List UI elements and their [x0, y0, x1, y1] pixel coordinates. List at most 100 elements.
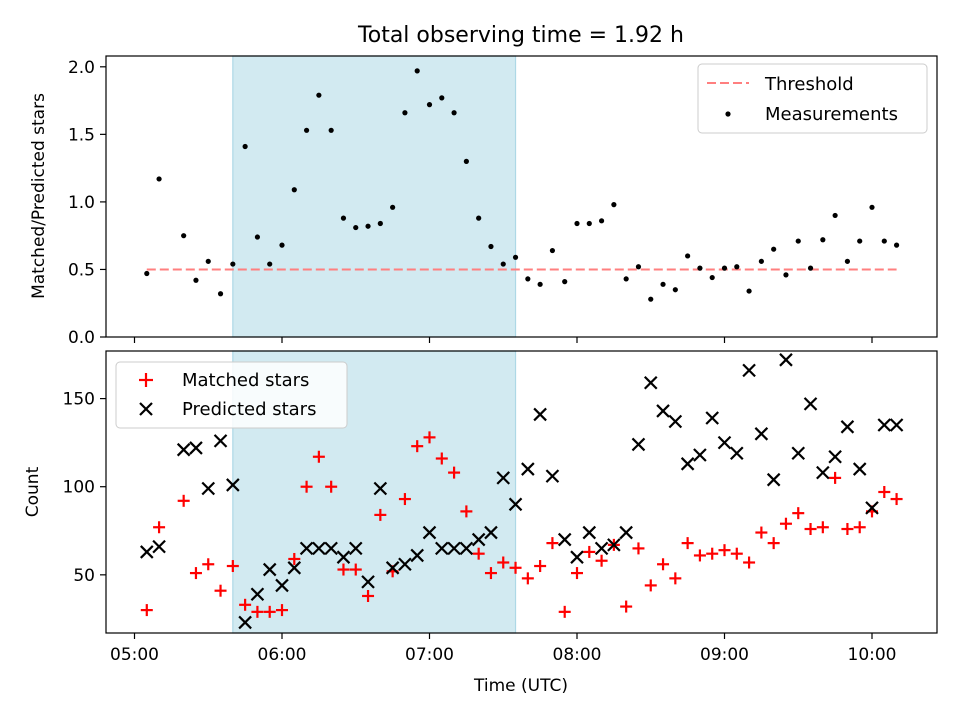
- measurement-point: [279, 242, 285, 248]
- matched-star-point: [890, 493, 903, 506]
- measurement-point: [525, 276, 531, 282]
- matched-star-point: [312, 450, 325, 463]
- matched-star-point: [546, 537, 559, 550]
- chart-title: Total observing time = 1.92 h: [357, 23, 684, 48]
- measurement-point: [586, 220, 592, 227]
- matched-star-point: [534, 560, 547, 573]
- matched-star-point: [484, 567, 497, 580]
- predicted-star-point: [816, 465, 830, 480]
- matched-star-point: [497, 556, 510, 569]
- matched-star-point: [657, 558, 670, 571]
- measurement-point: [537, 281, 543, 287]
- matched-star-point: [226, 560, 239, 573]
- measurement-point: [414, 68, 420, 74]
- predicted-star-point: [730, 446, 744, 461]
- matched-star-point: [423, 431, 436, 444]
- predicted-star-point: [312, 541, 326, 556]
- measurement-point: [758, 258, 764, 264]
- bottom-y-axis-ticks: 50 100 150: [63, 390, 106, 586]
- measurement-point: [783, 272, 789, 278]
- measurement-point: [857, 238, 863, 244]
- matched-star-point: [521, 572, 534, 585]
- measurement-point: [181, 233, 187, 239]
- measurement-point: [672, 287, 678, 293]
- predicted-star-point: [484, 525, 498, 540]
- predicted-star-point: [631, 437, 646, 452]
- predicted-star-point: [361, 575, 375, 589]
- measurement-point: [771, 246, 777, 252]
- predicted-star-point: [582, 525, 597, 540]
- predicted-legend-label: Predicted stars: [182, 399, 316, 420]
- predicted-star-point: [889, 418, 904, 432]
- measurement-point: [242, 143, 248, 150]
- matched-star-point: [398, 493, 411, 506]
- matched-star-point: [669, 572, 682, 585]
- predicted-star-point: [693, 448, 707, 462]
- predicted-star-point: [250, 587, 265, 602]
- measurement-point: [217, 291, 224, 297]
- measurement-point: [709, 274, 715, 281]
- predicted-star-point: [865, 501, 879, 515]
- predicted-star-point: [152, 539, 166, 554]
- measurement-point: [549, 247, 556, 254]
- predicted-star-point: [643, 375, 658, 390]
- matched-star-point: [644, 579, 657, 592]
- measurement-point: [426, 102, 433, 108]
- matched-star-point: [214, 584, 227, 597]
- measurement-point: [562, 279, 568, 285]
- predicted-star-point: [742, 363, 756, 378]
- predicted-star-point: [521, 462, 535, 476]
- matched-star-point: [362, 589, 375, 602]
- measurement-point: [512, 254, 519, 260]
- matched-star-point: [558, 605, 571, 618]
- predicted-star-point: [533, 407, 547, 422]
- matched-star-point: [571, 567, 583, 580]
- predicted-star-point: [570, 550, 584, 564]
- predicted-star-point: [779, 353, 793, 367]
- measurement-point: [734, 264, 740, 270]
- matched-star-point: [177, 494, 190, 507]
- measurement-point: [660, 281, 666, 287]
- matched-star-point: [349, 563, 362, 576]
- predicted-legend-swatch: [139, 402, 153, 416]
- matched-star-point: [743, 556, 756, 569]
- predicted-star-point: [140, 545, 154, 559]
- predicted-star-point: [176, 442, 191, 457]
- predicted-star-point: [348, 541, 363, 556]
- measurement-point: [303, 127, 310, 133]
- matched-star-point: [792, 507, 805, 520]
- matched-star-point: [718, 544, 731, 557]
- measurement-point: [230, 261, 236, 267]
- measurement-point: [476, 215, 482, 221]
- matched-star-point: [779, 517, 792, 530]
- matched-legend-label: Matched stars: [182, 370, 309, 391]
- measurement-point: [328, 127, 334, 133]
- predicted-star-point: [717, 435, 732, 450]
- predicted-star-point: [324, 541, 338, 556]
- top-panel: 0.00.51.01.52.0 Matched/Predicted stars …: [29, 55, 938, 348]
- y-tick-label: 0.5: [68, 260, 95, 280]
- matched-star-point: [878, 486, 891, 498]
- observation-span-band: [232, 55, 517, 338]
- predicted-star-point: [791, 446, 806, 461]
- top-y-axis-ticks: 0.0 0.5 1.0 1.5 2.0: [68, 58, 106, 348]
- measurement-point: [721, 265, 728, 271]
- x-tick-label: 07:00: [405, 645, 454, 665]
- matched-star-point: [374, 508, 387, 521]
- matched-star-point: [730, 547, 743, 560]
- x-tick-label: 08:00: [553, 645, 602, 665]
- x-tick-label: 05:00: [110, 645, 159, 665]
- bottom-x-axis-ticks: 05:00 06:00 07:00 08:00 09:00 10:00: [110, 633, 897, 665]
- measurement-point: [365, 223, 371, 229]
- bottom-y-axis-label: Count: [23, 466, 43, 517]
- predicted-star-point: [471, 532, 486, 547]
- measurement-point: [881, 238, 887, 244]
- matched-star-point: [202, 558, 215, 571]
- measurement-point: [648, 296, 654, 302]
- matched-star-point: [276, 604, 288, 617]
- matched-star-point: [435, 452, 448, 465]
- measurement-point: [635, 264, 642, 270]
- measurement-point: [451, 110, 457, 116]
- measurement-point: [623, 276, 629, 282]
